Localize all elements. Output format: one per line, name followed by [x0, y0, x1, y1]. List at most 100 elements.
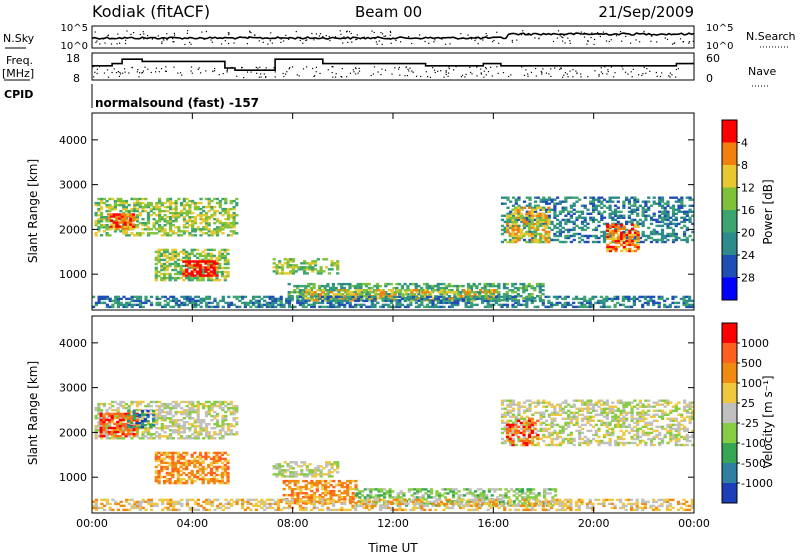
data-cell — [116, 426, 120, 430]
data-cell — [204, 226, 209, 229]
data-cell — [447, 282, 451, 286]
data-cell — [201, 479, 205, 483]
data-cell — [190, 453, 194, 457]
data-cell — [688, 299, 692, 303]
data-cell — [440, 291, 444, 294]
nave-dot — [485, 68, 487, 70]
data-cell — [160, 465, 164, 469]
data-cell — [100, 402, 104, 406]
data-cell — [674, 208, 678, 211]
data-cell — [685, 299, 689, 303]
data-cell — [298, 299, 303, 303]
data-cell — [193, 410, 197, 414]
data-cell — [289, 475, 293, 478]
data-cell — [182, 250, 186, 254]
data-cell — [503, 220, 507, 224]
data-cell — [144, 427, 148, 430]
data-cell — [541, 299, 545, 303]
data-cell — [611, 239, 615, 243]
data-cell — [100, 199, 104, 203]
nave-dot — [598, 75, 600, 77]
nsky-dot — [187, 30, 189, 32]
data-cell — [668, 305, 672, 309]
data-cell — [522, 299, 526, 303]
data-cell — [196, 276, 200, 280]
data-cell — [497, 295, 501, 298]
data-cell — [671, 228, 676, 232]
freq-label-line1: Freq. — [6, 54, 33, 67]
data-cell — [105, 224, 109, 227]
data-cell — [600, 234, 604, 238]
data-cell — [94, 303, 98, 307]
data-cell — [567, 236, 571, 240]
data-cell — [155, 421, 159, 424]
data-cell — [657, 303, 661, 307]
data-cell — [138, 301, 143, 305]
data-cell — [182, 216, 186, 219]
data-cell — [375, 284, 380, 288]
data-cell — [174, 276, 178, 280]
data-cell — [395, 299, 399, 303]
nave-dot — [580, 76, 582, 78]
data-cell — [511, 204, 516, 207]
data-cell — [308, 268, 312, 271]
data-cell — [470, 291, 474, 294]
data-cell — [340, 284, 344, 288]
data-cell — [491, 282, 495, 286]
data-cell — [215, 218, 220, 221]
nave-dot — [404, 75, 406, 77]
data-cell — [221, 425, 225, 428]
data-cell — [199, 305, 203, 309]
nave-dot — [669, 76, 671, 78]
data-cell — [514, 210, 518, 213]
data-cell — [685, 226, 689, 230]
data-cell — [118, 215, 122, 218]
data-cell — [620, 235, 624, 239]
data-cell — [136, 295, 140, 299]
data-cell — [456, 284, 460, 288]
data-cell — [513, 297, 518, 300]
data-cell — [220, 475, 225, 479]
data-cell — [232, 303, 236, 307]
data-cell — [196, 252, 200, 256]
nave-dot — [560, 67, 562, 69]
data-cell — [105, 429, 109, 432]
data-cell — [265, 303, 269, 307]
data-cell — [469, 284, 473, 288]
data-cell — [105, 437, 109, 440]
data-cell — [238, 299, 242, 303]
data-cell — [326, 297, 330, 301]
data-cell — [278, 260, 282, 263]
data-cell — [536, 222, 540, 226]
data-cell — [188, 402, 192, 406]
data-cell — [674, 301, 678, 305]
data-cell — [191, 230, 195, 233]
data-cell — [227, 305, 231, 309]
data-cell — [235, 295, 239, 299]
data-cell — [187, 471, 191, 475]
colorbar-swatch — [722, 142, 737, 166]
data-cell — [212, 264, 216, 267]
data-cell — [207, 218, 211, 221]
data-cell — [572, 202, 576, 205]
data-cell — [373, 303, 377, 307]
data-cell — [172, 295, 176, 299]
data-cell — [210, 305, 214, 309]
data-cell — [174, 218, 178, 221]
data-cell — [198, 274, 203, 277]
data-cell — [310, 297, 314, 300]
data-cell — [174, 250, 178, 254]
data-cell — [589, 234, 593, 238]
data-cell — [171, 463, 175, 467]
data-cell — [121, 422, 125, 426]
data-cell — [100, 211, 104, 215]
data-cell — [617, 241, 621, 245]
data-cell — [177, 431, 181, 434]
data-cell — [232, 408, 236, 412]
data-cell — [229, 402, 233, 406]
data-cell — [163, 451, 167, 455]
data-cell — [334, 305, 338, 309]
data-cell — [215, 425, 220, 428]
data-cell — [541, 228, 545, 232]
data-cell — [185, 209, 189, 213]
